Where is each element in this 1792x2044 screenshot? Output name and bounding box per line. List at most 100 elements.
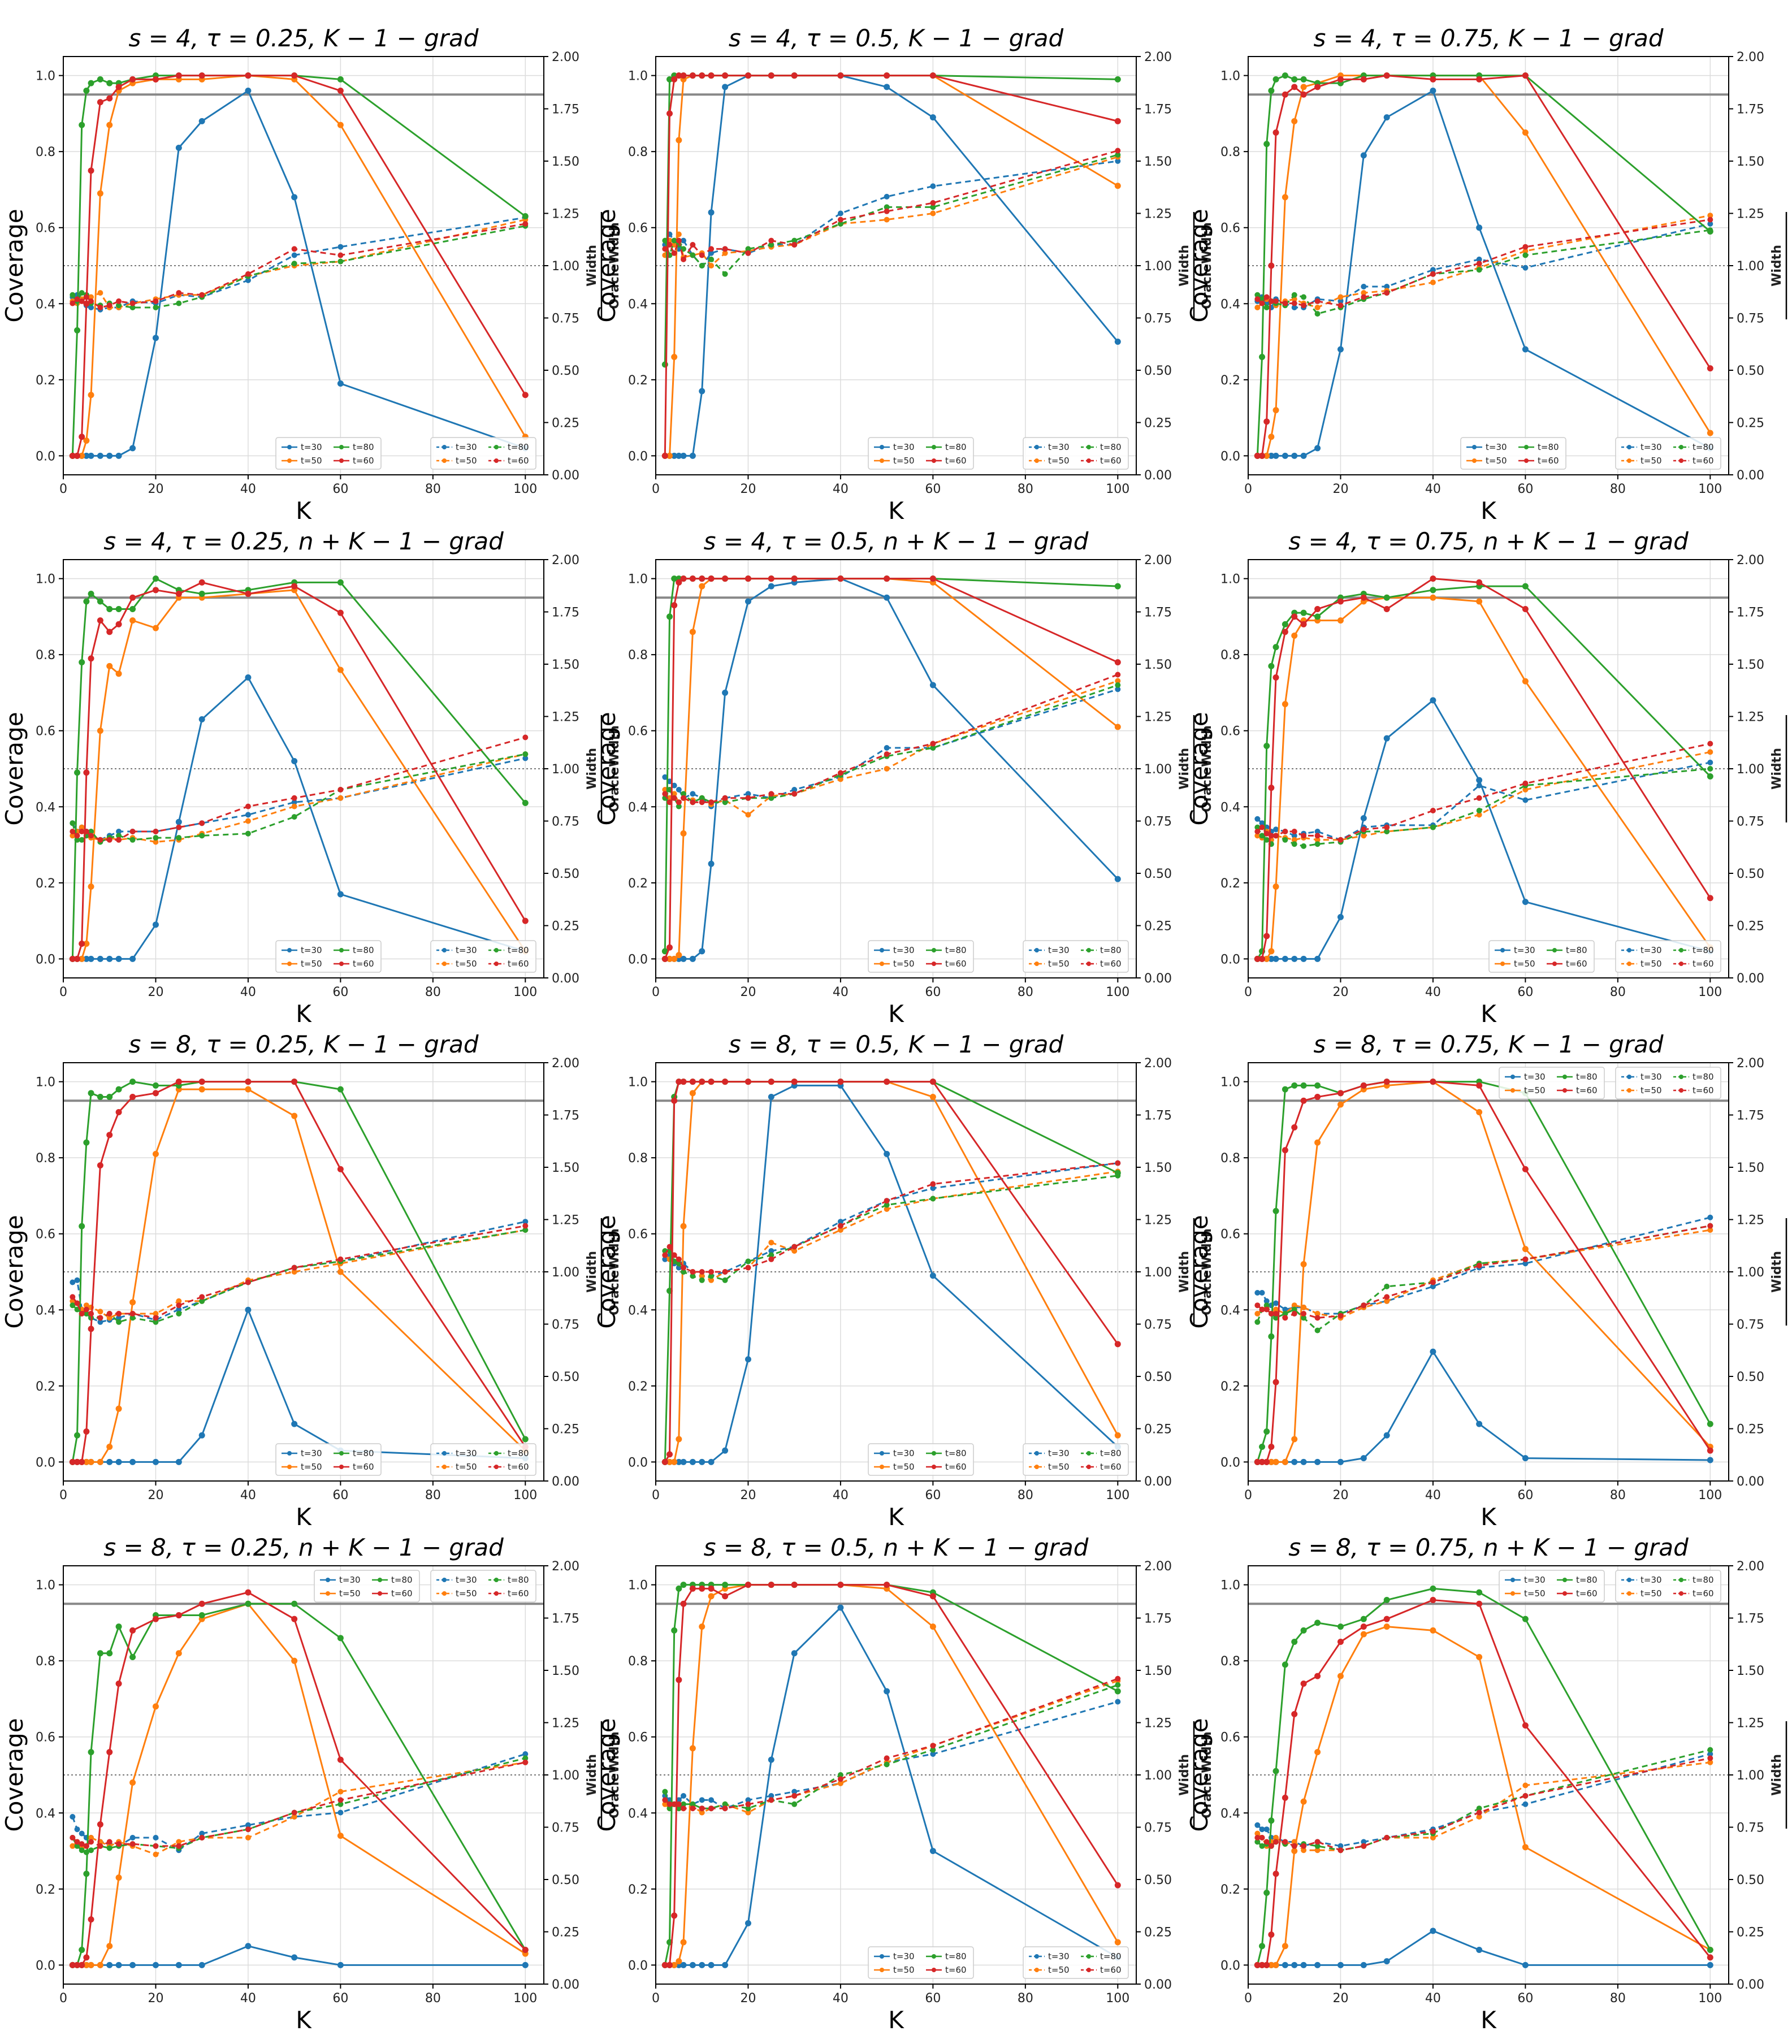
coverage-point-t-80 xyxy=(1383,594,1390,601)
x-tick-label: 40 xyxy=(1425,1991,1441,2006)
coverage-line-t-60 xyxy=(72,581,526,960)
coverage-line-t-60 xyxy=(1257,1081,1711,1463)
width-ratio-point-t-60 xyxy=(690,242,696,248)
coverage-point-t-30 xyxy=(689,955,696,962)
y-left-tick-label: 0.0 xyxy=(36,1959,55,1973)
legend-marker-t-80 xyxy=(494,1578,499,1582)
width-ratio-point-t-60 xyxy=(699,799,705,806)
width-ratio-point-t-80 xyxy=(1254,1319,1261,1325)
width-ratio-point-t-50 xyxy=(1314,1311,1321,1317)
coverage-point-t-60 xyxy=(1300,621,1307,627)
coverage-point-t-30 xyxy=(708,1961,715,1968)
width-ratio-point-t-30 xyxy=(291,252,297,258)
width-ratio-point-t-80 xyxy=(153,305,159,310)
coverage-point-t-30 xyxy=(129,445,136,452)
coverage-line-t-80 xyxy=(664,1081,1118,1462)
coverage-point-t-80 xyxy=(337,1086,344,1093)
coverage-point-t-60 xyxy=(106,1749,113,1756)
coverage-point-t-80 xyxy=(97,598,103,605)
subplot-1: 0 20 40 60 80 1000.00.20.40.60.81.00.000.250.… xyxy=(1,24,622,525)
coverage-point-t-50 xyxy=(83,1961,90,1968)
width-ratio-point-t-50 xyxy=(837,776,843,782)
x-axis-label: K xyxy=(296,2006,312,2034)
width-ratio-point-t-30 xyxy=(768,1248,774,1254)
width-ratio-point-t-80 xyxy=(106,1845,112,1851)
coverage-point-t-50 xyxy=(1114,183,1121,189)
y-right-label-numerator: Width xyxy=(1770,245,1784,287)
width-ratio-point-t-80 xyxy=(1522,252,1529,258)
width-ratio-point-t-60 xyxy=(1314,1839,1321,1845)
legend-marker-t-80 xyxy=(1562,1578,1567,1582)
y-left-tick-label: 0.4 xyxy=(1220,297,1240,311)
y-left-tick-label: 1.0 xyxy=(628,573,648,587)
coverage-point-t-30 xyxy=(884,594,890,601)
coverage-point-t-30 xyxy=(83,452,90,459)
legend-width-ratio: t=30t=50t=80t=60 xyxy=(430,437,536,470)
width-ratio-point-t-30 xyxy=(930,183,936,189)
width-ratio-line-t-80 xyxy=(664,154,1118,275)
width-ratio-point-t-60 xyxy=(522,1223,529,1229)
legend-marker-t-60 xyxy=(1679,1591,1683,1596)
coverage-point-t-60 xyxy=(1114,118,1121,124)
width-ratio-point-t-50 xyxy=(1254,1830,1261,1837)
x-axis-label: K xyxy=(1481,2006,1497,2034)
y-left-tick-label: 0.4 xyxy=(36,1304,55,1318)
y-left-tick-label: 1.0 xyxy=(36,1076,55,1090)
coverage-line-t-30 xyxy=(72,1945,526,1966)
coverage-point-t-60 xyxy=(791,575,798,582)
x-tick-label: 40 xyxy=(240,1488,256,1502)
width-ratio-point-t-30 xyxy=(1115,1699,1121,1705)
coverage-point-t-80 xyxy=(129,1653,136,1660)
legend-marker-t-30 xyxy=(326,1578,330,1582)
coverage-point-t-50 xyxy=(106,122,113,128)
legend-label: t=60 xyxy=(945,1462,967,1472)
width-ratio-point-t-60 xyxy=(245,1826,251,1833)
width-ratio-point-t-60 xyxy=(79,298,85,304)
y-right-tick-label: 0.75 xyxy=(1737,815,1764,829)
coverage-point-t-60 xyxy=(1430,1079,1436,1085)
y-axis-label-left: Coverage xyxy=(593,1215,621,1328)
legend-box xyxy=(1023,1443,1129,1476)
coverage-point-t-50 xyxy=(1272,1961,1279,1968)
width-ratio-point-t-60 xyxy=(722,1269,728,1275)
width-ratio-point-t-30 xyxy=(1522,1801,1529,1807)
coverage-point-t-60 xyxy=(1272,1870,1279,1877)
legend-marker-t-30 xyxy=(880,948,884,952)
y-right-tick-label: 1.75 xyxy=(1737,1612,1764,1626)
width-ratio-point-t-30 xyxy=(74,1277,80,1283)
coverage-point-t-80 xyxy=(88,1090,94,1097)
coverage-point-t-50 xyxy=(1300,1261,1307,1268)
coverage-point-t-30 xyxy=(1383,1958,1390,1965)
coverage-point-t-60 xyxy=(689,1585,696,1592)
width-ratio-point-t-50 xyxy=(884,216,890,223)
legend-label: t=30 xyxy=(1048,945,1070,955)
coverage-point-t-80 xyxy=(1259,1943,1266,1950)
coverage-point-t-60 xyxy=(245,72,252,79)
coverage-point-t-80 xyxy=(106,1650,113,1657)
legend-label: t=60 xyxy=(508,456,529,466)
x-tick-label: 60 xyxy=(332,985,348,999)
coverage-point-t-30 xyxy=(88,955,94,962)
coverage-point-t-60 xyxy=(1291,84,1298,90)
coverage-point-t-60 xyxy=(69,1458,76,1465)
coverage-point-t-30 xyxy=(1114,339,1121,345)
coverage-point-t-50 xyxy=(676,137,682,144)
coverage-point-t-50 xyxy=(97,190,103,197)
width-ratio-point-t-50 xyxy=(671,242,677,248)
coverage-point-t-60 xyxy=(1476,579,1483,586)
width-ratio-line-t-60 xyxy=(1257,743,1711,841)
coverage-point-t-60 xyxy=(97,1162,103,1169)
coverage-point-t-60 xyxy=(768,1582,774,1588)
width-ratio-point-t-50 xyxy=(1301,1304,1307,1310)
width-ratio-point-t-50 xyxy=(930,210,936,216)
coverage-line-t-60 xyxy=(72,1081,526,1463)
coverage-point-t-30 xyxy=(88,452,94,459)
coverage-point-t-30 xyxy=(929,114,936,121)
width-ratio-point-t-60 xyxy=(681,795,687,801)
width-ratio-point-t-60 xyxy=(74,1839,80,1845)
width-ratio-point-t-50 xyxy=(745,1809,751,1816)
coverage-point-t-30 xyxy=(1430,88,1436,94)
legend-marker-t-60 xyxy=(494,1591,499,1596)
x-tick-label: 20 xyxy=(148,1488,163,1502)
width-ratio-point-t-80 xyxy=(1476,1805,1482,1812)
